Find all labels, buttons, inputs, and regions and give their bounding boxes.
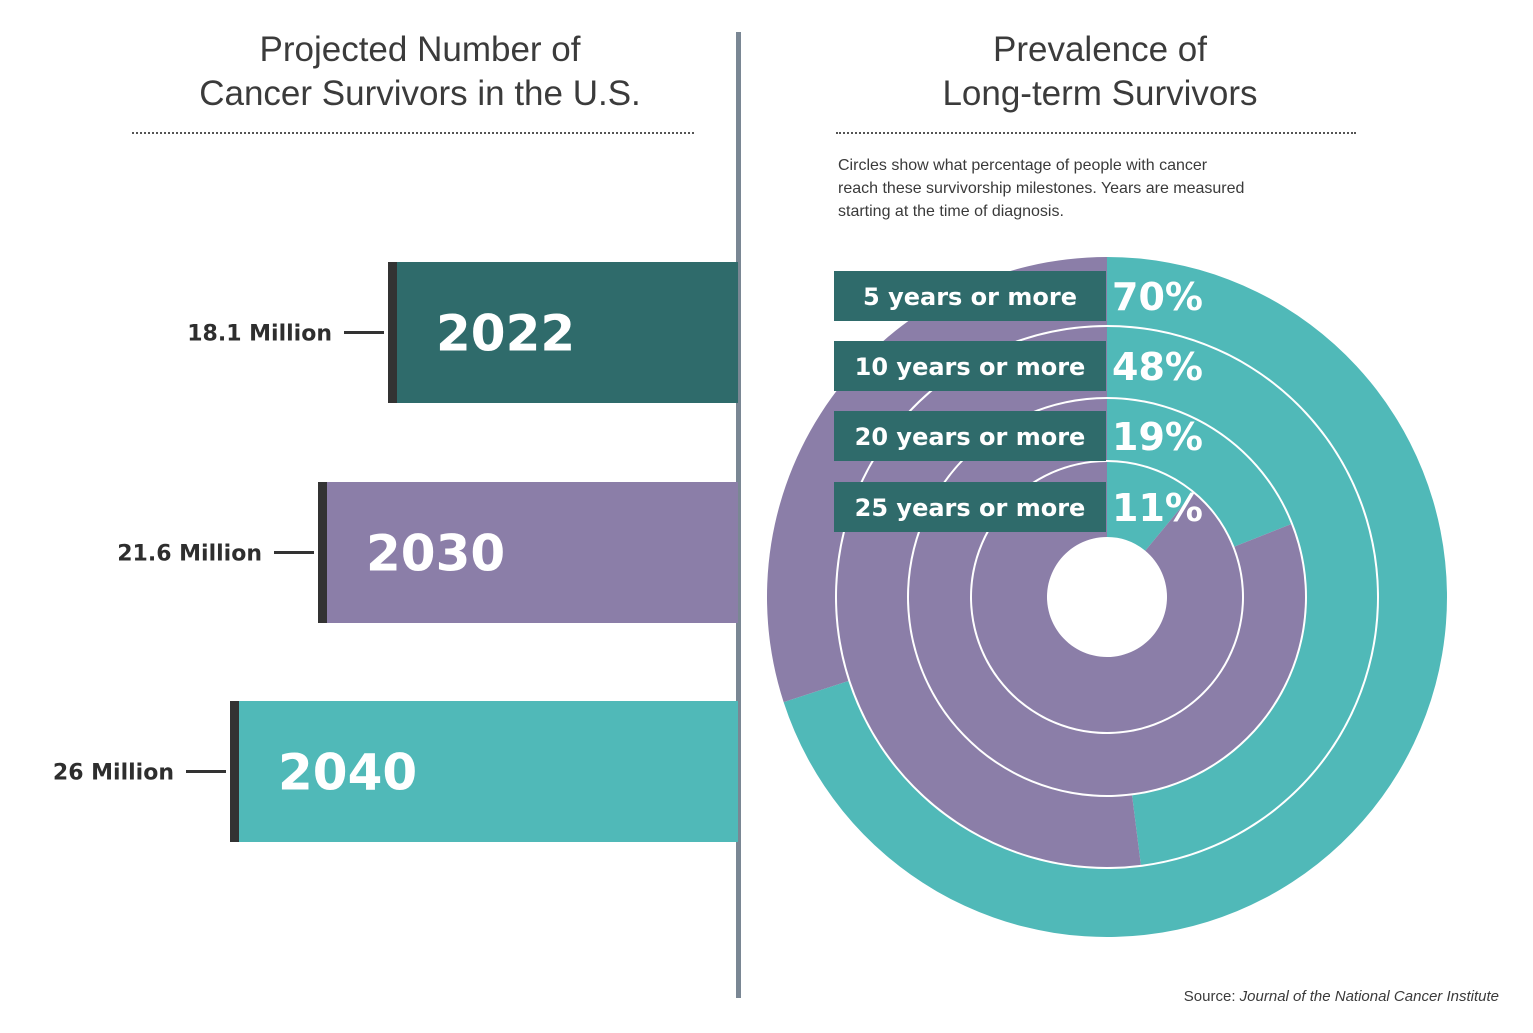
ring-percent-label-3: 19% — [1112, 415, 1203, 459]
ring-label-box-2 — [834, 341, 1106, 391]
ring-label-box-3 — [834, 411, 1106, 461]
bar-2030 — [318, 482, 738, 623]
ring-filled-segment-2 — [1107, 326, 1378, 865]
ring-label-text-1: 5 years or more — [863, 283, 1077, 311]
bar-year-label-2040: 2040 — [278, 744, 417, 802]
bar-year-label-2022: 2022 — [436, 305, 575, 363]
bar-edge-2030 — [318, 482, 327, 623]
ring-filled-segment-3 — [1107, 399, 1292, 547]
ring-percent-label-1: 70% — [1112, 275, 1203, 319]
ring-label-box-1 — [834, 271, 1106, 321]
center-divider — [736, 32, 741, 998]
left-chart-title: Projected Number of Cancer Survivors in … — [199, 30, 641, 113]
left-title-divider — [132, 132, 694, 134]
survivor-projection-bar-chart: 2022 18.1 Million 2030 21.6 Million 2040 26 M… — [53, 262, 738, 842]
bar-year-label-2030: 2030 — [366, 525, 505, 583]
right-title-divider — [836, 132, 1356, 134]
bar-value-label-2040: 26 Million — [53, 761, 174, 786]
bar-edge-2022 — [388, 262, 397, 403]
ring-remainder-segment-2 — [837, 327, 1141, 867]
ring-label-text-4: 25 years or more — [855, 494, 1086, 522]
ring-label-text-3: 20 years or more — [855, 423, 1086, 451]
ring-chart-description: Circles show what percentage of people w… — [838, 157, 1245, 220]
ring-label-box-4 — [834, 482, 1106, 532]
source-note: Source: Journal of the National Cancer I… — [1184, 988, 1499, 1005]
right-chart-title: Prevalence of Long-term Survivors — [942, 30, 1258, 113]
bar-value-label-2030: 21.6 Million — [117, 542, 262, 567]
bar-2040 — [230, 701, 738, 842]
source-prefix: Source: — [1183, 988, 1240, 1005]
ring-filled-segment-4 — [1107, 462, 1194, 551]
bar-edge-2040 — [230, 701, 239, 842]
ring-percent-label-4: 11% — [1112, 486, 1203, 530]
ring-label-text-2: 10 years or more — [855, 353, 1086, 381]
bar-2022 — [388, 262, 738, 403]
source-name: Journal of the National Cancer Institute — [1239, 988, 1499, 1005]
ring-percent-label-2: 48% — [1112, 345, 1203, 389]
bar-value-label-2022: 18.1 Million — [187, 322, 332, 347]
